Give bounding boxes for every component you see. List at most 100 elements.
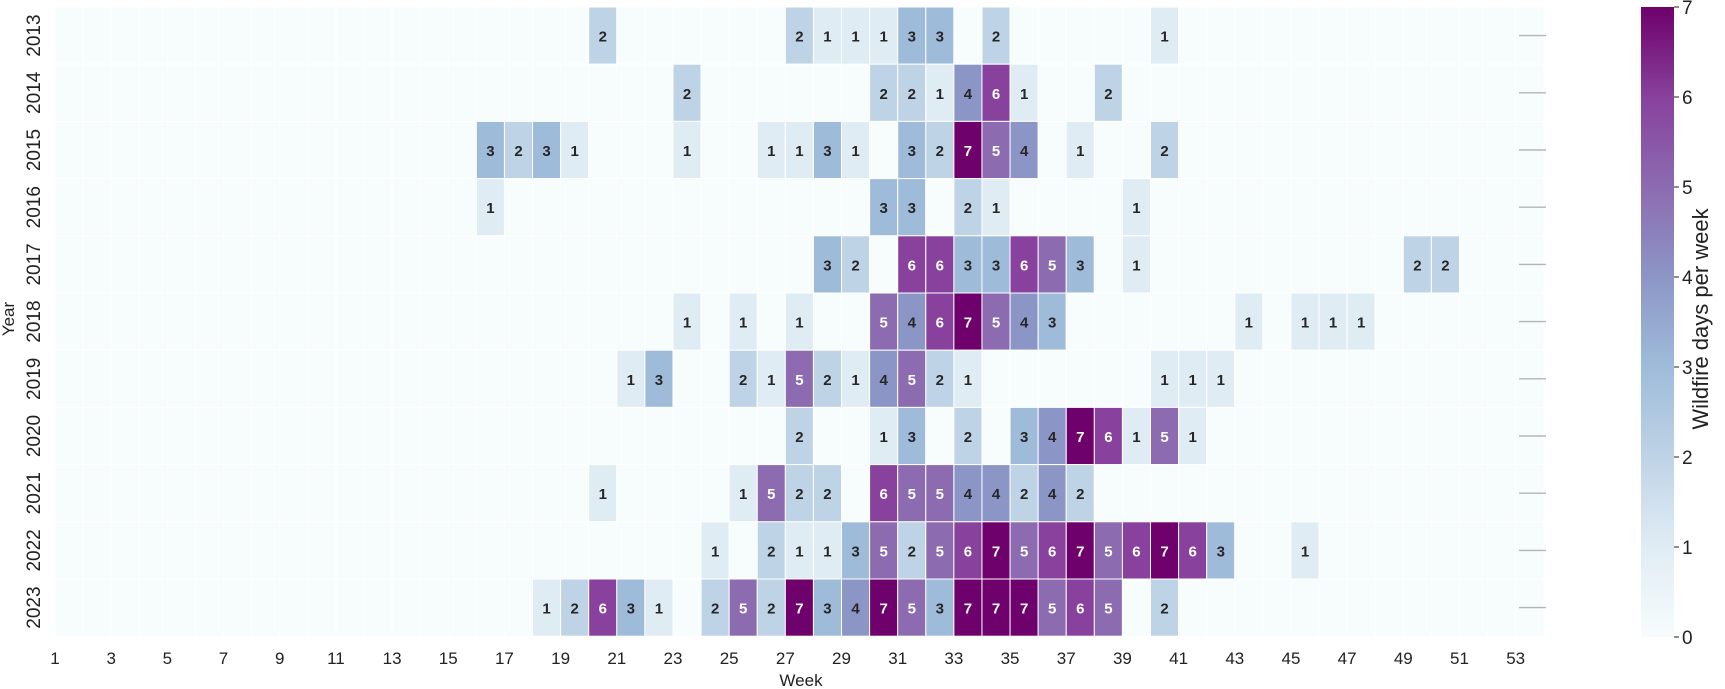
heatmap-cell (447, 578, 477, 637)
heatmap-cell (616, 178, 646, 237)
cell-value-label: 3 (1020, 429, 1028, 446)
heatmap-cell (223, 292, 253, 351)
heatmap-cell (1009, 464, 1039, 523)
heatmap-cell (1487, 120, 1517, 180)
heatmap-cell (447, 235, 477, 294)
heatmap-cell (335, 578, 365, 637)
heatmap-cell (1009, 349, 1039, 408)
cell-value-label: 1 (992, 200, 1000, 217)
heatmap-cell (1487, 63, 1517, 122)
cell-value-label: 6 (599, 601, 607, 618)
cell-value-label: 6 (1104, 429, 1112, 446)
cell-value-label: 2 (1160, 143, 1168, 160)
cell-value-label: 6 (879, 486, 887, 503)
heatmap-cell (1065, 292, 1095, 351)
heatmap-cell (335, 521, 365, 580)
heatmap-cell (1346, 578, 1376, 637)
heatmap-cell (728, 6, 758, 65)
heatmap-cell (532, 235, 562, 294)
heatmap-cell (363, 464, 393, 523)
colorbar-tick-label: 3 (1682, 358, 1693, 379)
heatmap-cell (1234, 178, 1264, 237)
heatmap-cell (1374, 464, 1404, 523)
heatmap-cell (560, 63, 590, 122)
heatmap-cell (784, 349, 814, 408)
heatmap-cell (1262, 120, 1292, 180)
heatmap-cell (644, 521, 674, 580)
heatmap-cell (419, 120, 449, 180)
cell-value-label: 6 (936, 315, 944, 332)
heatmap-cell (307, 521, 337, 580)
heatmap-cell (1346, 120, 1376, 180)
x-tick-label: 1 (50, 649, 59, 668)
heatmap-cell (391, 178, 421, 237)
heatmap-cell (616, 6, 646, 65)
heatmap-cell (1459, 292, 1489, 351)
heatmap-cell (672, 6, 702, 65)
heatmap-cell (1234, 464, 1264, 523)
heatmap-cell (138, 464, 168, 523)
heatmap-cell (1346, 406, 1376, 466)
heatmap-cell (897, 6, 927, 65)
heatmap-cell (1402, 120, 1432, 180)
heatmap-cell (1430, 464, 1461, 523)
heatmap-cell (363, 120, 393, 180)
heatmap-cell (194, 349, 225, 408)
heatmap-cell (616, 406, 646, 466)
cell-value-label: 1 (1160, 29, 1168, 46)
cell-value-label: 3 (486, 143, 494, 160)
heatmap-cell (1346, 63, 1376, 122)
cell-value-label: 5 (908, 601, 916, 618)
heatmap-cell (1262, 349, 1292, 408)
heatmap-cell (1430, 406, 1461, 466)
heatmap-cell (1009, 406, 1039, 466)
cell-value-label: 3 (851, 543, 859, 560)
heatmap-cell (251, 292, 281, 351)
cell-value-label: 1 (851, 143, 859, 160)
heatmap-cell (756, 63, 786, 122)
heatmap-cell (532, 521, 562, 580)
heatmap-cell (1206, 292, 1236, 351)
heatmap-cell (756, 235, 786, 294)
cell-value-label: 2 (570, 601, 578, 618)
heatmap-cell (812, 178, 843, 237)
heatmap-cell (1009, 6, 1039, 65)
cell-value-label: 7 (992, 543, 1000, 560)
cell-value-label: 4 (908, 315, 917, 332)
heatmap-cell (391, 464, 421, 523)
heatmap-cell (700, 63, 730, 122)
heatmap-cell (54, 120, 84, 180)
heatmap-cell (1178, 120, 1208, 180)
cell-value-label: 2 (711, 601, 719, 618)
x-tick-label: 3 (106, 649, 115, 668)
heatmap-cell (1093, 120, 1123, 180)
heatmap-cell (251, 578, 281, 637)
cell-value-label: 1 (1301, 543, 1309, 560)
heatmap-cell (54, 63, 84, 122)
x-tick-label: 45 (1281, 649, 1300, 668)
heatmap-cell (1459, 521, 1489, 580)
colorbar-tick-label: 2 (1682, 448, 1693, 469)
heatmap-cell (503, 578, 534, 637)
y-tick-labels: 2013 2014 2015 2016 2017 2018 2019 2020 2021 2022… (24, 14, 45, 628)
cell-value-label: 1 (1329, 315, 1337, 332)
heatmap-cell (1430, 120, 1461, 180)
heatmap-cells (54, 6, 1545, 637)
heatmap-cell (1093, 406, 1123, 466)
cell-value-label: 1 (795, 543, 803, 560)
cell-value-label: 4 (851, 601, 860, 618)
cell-value-label: 3 (1048, 315, 1056, 332)
heatmap-cell (1318, 349, 1348, 408)
heatmap-cell (251, 464, 281, 523)
cell-value-label: 5 (936, 543, 944, 560)
heatmap-cell (672, 292, 702, 351)
heatmap-cell (981, 235, 1011, 294)
heatmap-cell (82, 349, 112, 408)
heatmap-cell (560, 178, 590, 237)
heatmap-cell (784, 578, 814, 637)
cell-value-label: 7 (964, 315, 972, 332)
heatmap-cell (925, 464, 955, 523)
heatmap-cell (503, 6, 534, 65)
heatmap-cell (700, 349, 730, 408)
cell-value-label: 1 (823, 29, 831, 46)
